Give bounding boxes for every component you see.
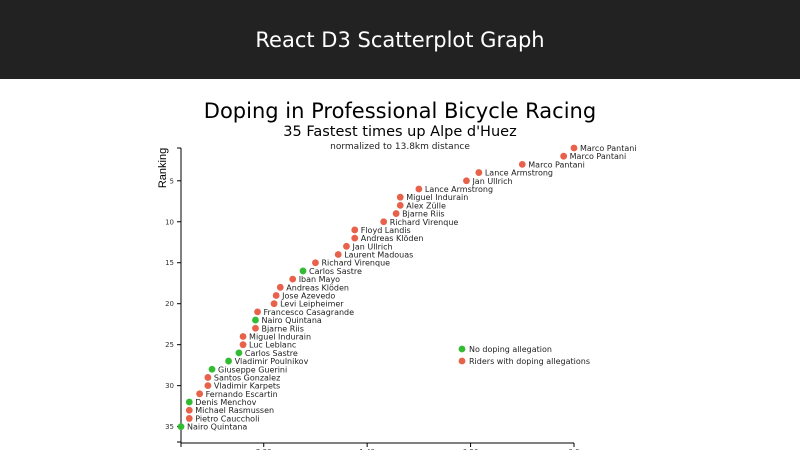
data-point [289,275,297,283]
data-point [392,210,400,217]
point-label: Vladimir Karpets [214,382,280,391]
data-point [299,267,307,275]
data-point [225,357,232,365]
data-point [415,185,423,193]
data-point [204,382,212,390]
point-label: Richard Virenque [321,259,390,268]
data-point [518,160,526,168]
x-tick-label: 0:50 [463,448,479,450]
point-label: Denis Menchov [195,398,256,407]
point-label: Francesco Casagrande [264,308,355,317]
data-point [239,333,247,340]
point-label: Nairo Quintana [261,316,321,325]
data-point [343,242,350,250]
legend: No doping allegation Riders with doping a… [458,345,590,366]
data-point [475,169,483,176]
chart-note: normalized to 13.8km distance [330,142,470,152]
data-point [351,226,359,234]
data-point [560,152,568,160]
point-label: Jose Azevedo [281,292,335,301]
y-tick-label: 25 [165,341,174,349]
point-label: Miguel Indurain [249,332,311,341]
point-label: Bjarne Riis [261,324,303,333]
point-label: Jan Ullrich [471,177,512,186]
app-title: React D3 Scatterplot Graph [255,27,545,52]
data-point [252,316,259,324]
y-tick-label: 35 [165,423,174,431]
data-point [270,300,278,308]
point-label: Bjarne Riis [402,210,444,219]
point-label: Vladimir Poulnikov [235,357,309,366]
data-point [252,324,259,332]
data-point [276,283,284,291]
data-point [185,415,193,422]
point-label: Laurent Madouas [344,251,413,260]
point-label: Andreas Klöden [361,234,424,243]
legend-label: Riders with doping allegations [469,357,590,366]
data-point [351,234,359,242]
point-label: Alex Zülle [406,201,446,210]
data-point [235,349,243,357]
data-point [177,423,185,431]
chart-title: Doping in Professional Bicycle Racing [204,99,596,123]
scatterplot-chart: Doping in Professional Bicycle Racing 35… [157,99,637,450]
point-label: Marco Pantani [570,152,627,161]
axes: 5 10 15 20 25 30 35 2:30 1:40 0:50 0:0 [165,147,580,450]
legend-swatch [458,345,466,353]
data-point [570,144,578,152]
x-tick-label: 2:30 [256,448,272,450]
legend-swatch [458,357,466,365]
data-point [380,218,388,226]
point-label: Lance Armstrong [485,169,553,178]
point-label: Giuseppe Guerini [218,365,287,374]
app-header: React D3 Scatterplot Graph [0,0,800,79]
y-tick-label: 15 [165,259,174,267]
point-label: Andreas Klöden [286,283,349,292]
point-label: Iban Mayo [299,275,340,284]
data-point [463,177,470,185]
data-point [204,374,212,381]
point-label: Carlos Sastre [245,349,298,358]
data-point [254,308,261,316]
point-label: Miguel Indurain [406,193,468,202]
point-label: Lance Armstrong [425,185,493,194]
y-tick-label: 20 [165,300,174,308]
data-point [396,193,404,201]
y-tick-label: 10 [165,218,174,226]
data-point [185,398,193,406]
data-point [396,201,404,209]
chart-subtitle: 35 Fastest times up Alpe d'Huez [283,124,516,140]
legend-label: No doping allegation [469,345,552,354]
x-tick-label: 0:0 [568,448,579,450]
data-point [239,341,247,349]
point-label: Pietro Cauccholi [195,414,259,423]
point-label: Nairo Quintana [187,423,247,432]
x-tick-label: 1:40 [359,448,375,450]
point-label: Richard Virenque [390,218,459,227]
point-label: Floyd Landis [361,226,411,235]
point-label: Santos Gonzalez [214,373,280,382]
data-point [196,390,204,398]
point-label: Fernando Escartin [206,390,278,399]
data-point [208,365,216,373]
point-label: Jan Ullrich [351,242,392,251]
point-label: Michael Rasmussen [195,406,274,415]
data-point [185,406,193,414]
data-point [334,251,342,258]
point-label: Luc Leblanc [249,341,296,350]
point-label: Levi Leipheimer [280,300,344,309]
data-point [312,259,319,267]
y-tick-label: 5 [170,177,174,185]
y-axis-label: Ranking [157,148,169,188]
point-label: Marco Pantani [528,160,585,169]
data-point [272,292,280,299]
point-label: Carlos Sastre [309,267,362,276]
point-label: Marco Pantani [580,144,637,153]
y-tick-label: 30 [165,382,174,390]
